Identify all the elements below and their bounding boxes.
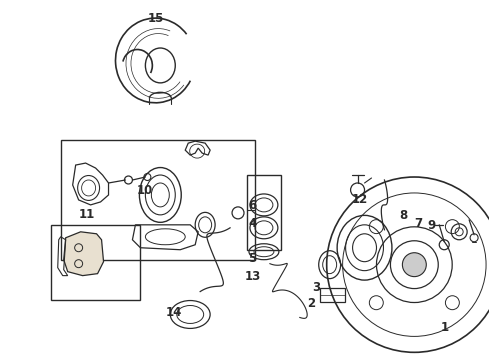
- Text: 14: 14: [166, 306, 182, 319]
- Circle shape: [402, 253, 426, 276]
- Bar: [61, 140, 255, 260]
- Text: 4: 4: [248, 216, 256, 230]
- Text: 12: 12: [352, 193, 368, 206]
- Bar: [319, 288, 344, 302]
- Text: 7: 7: [414, 216, 422, 230]
- Text: 6: 6: [248, 199, 256, 212]
- Text: 1: 1: [441, 320, 449, 333]
- Text: 2: 2: [307, 297, 315, 310]
- Text: 3: 3: [312, 281, 320, 294]
- Text: 10: 10: [137, 184, 153, 197]
- Bar: [51, 225, 141, 300]
- Bar: [247, 175, 281, 250]
- Text: 5: 5: [248, 252, 256, 265]
- Text: 8: 8: [399, 210, 408, 222]
- Text: 9: 9: [427, 219, 436, 233]
- Polygon shape: [64, 232, 103, 276]
- Text: 13: 13: [244, 270, 261, 283]
- Text: 15: 15: [148, 12, 164, 25]
- Text: 11: 11: [78, 208, 95, 221]
